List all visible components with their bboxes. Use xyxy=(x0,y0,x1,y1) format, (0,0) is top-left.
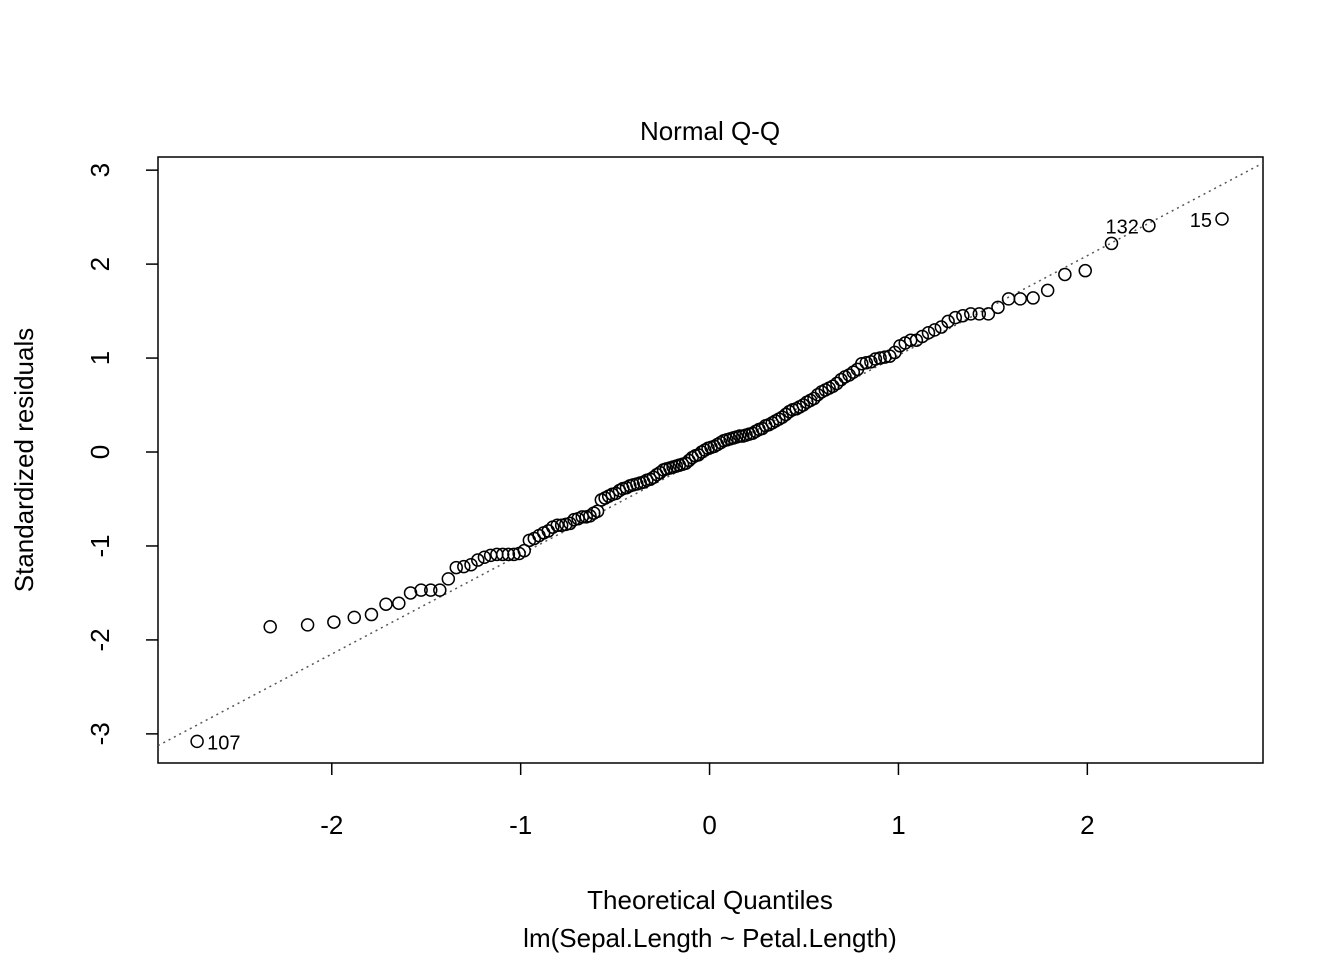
point xyxy=(433,583,447,597)
point xyxy=(713,435,728,450)
point xyxy=(563,516,577,531)
point xyxy=(846,365,861,379)
point xyxy=(263,620,277,634)
point-label: 107 xyxy=(207,732,240,754)
point xyxy=(1104,236,1119,251)
point xyxy=(1215,212,1229,226)
point xyxy=(550,518,565,533)
x-tick-label: -1 xyxy=(509,810,532,840)
point-label: 15 xyxy=(1190,210,1212,232)
x-axis-label: Theoretical Quantiles xyxy=(587,885,833,915)
point xyxy=(826,379,840,393)
point xyxy=(449,560,464,575)
plot-frame xyxy=(157,156,1264,764)
point xyxy=(609,486,623,501)
y-tick-label: 3 xyxy=(85,163,115,177)
point xyxy=(921,325,936,340)
point xyxy=(948,310,963,325)
point xyxy=(1001,292,1016,306)
point xyxy=(501,547,516,562)
point xyxy=(755,421,770,436)
point xyxy=(796,398,810,412)
point xyxy=(457,559,471,574)
point xyxy=(830,376,844,391)
point xyxy=(327,615,341,629)
y-tick-label: 0 xyxy=(85,445,115,459)
point xyxy=(698,443,712,457)
point xyxy=(495,547,510,562)
point xyxy=(1078,263,1093,278)
point xyxy=(873,351,887,365)
point xyxy=(981,307,996,321)
point xyxy=(868,352,883,366)
y-axis-label: Standardized residuals xyxy=(9,328,39,593)
point xyxy=(379,597,393,611)
point xyxy=(972,307,987,321)
point xyxy=(855,356,869,371)
point xyxy=(779,407,793,422)
y-tick-label: 2 xyxy=(85,257,115,271)
point xyxy=(300,618,315,632)
point xyxy=(859,356,874,370)
point xyxy=(941,314,955,329)
point xyxy=(964,307,978,321)
point xyxy=(1026,291,1040,305)
point xyxy=(1142,218,1156,233)
y-tick-label: -2 xyxy=(85,628,115,651)
x-tick-label: 1 xyxy=(891,810,905,840)
x-tick-label: -2 xyxy=(320,810,343,840)
subtitle: lm(Sepal.Length ~ Petal.Length) xyxy=(523,923,897,953)
point xyxy=(464,558,478,572)
point xyxy=(956,309,970,323)
y-tick-label: -1 xyxy=(85,534,115,557)
x-tick-label: 0 xyxy=(702,810,716,840)
chart-title: Normal Q-Q xyxy=(640,116,780,146)
point xyxy=(811,387,825,402)
point xyxy=(414,583,428,597)
point xyxy=(441,572,456,586)
y-tick-label: 1 xyxy=(85,351,115,365)
point xyxy=(834,372,848,387)
y-tick-label: -3 xyxy=(85,722,115,745)
point xyxy=(1058,267,1072,282)
point xyxy=(583,509,597,523)
point xyxy=(991,300,1005,315)
x-tick-label: 2 xyxy=(1080,810,1094,840)
point xyxy=(927,323,942,337)
point xyxy=(392,596,406,611)
point-label: 132 xyxy=(1106,217,1139,239)
point xyxy=(765,416,780,430)
point xyxy=(190,734,204,749)
point xyxy=(807,391,821,406)
point xyxy=(347,610,362,625)
point xyxy=(424,583,438,597)
point xyxy=(1040,283,1055,298)
point xyxy=(471,553,485,567)
point xyxy=(1013,292,1028,306)
point xyxy=(364,607,379,622)
point xyxy=(477,550,492,564)
